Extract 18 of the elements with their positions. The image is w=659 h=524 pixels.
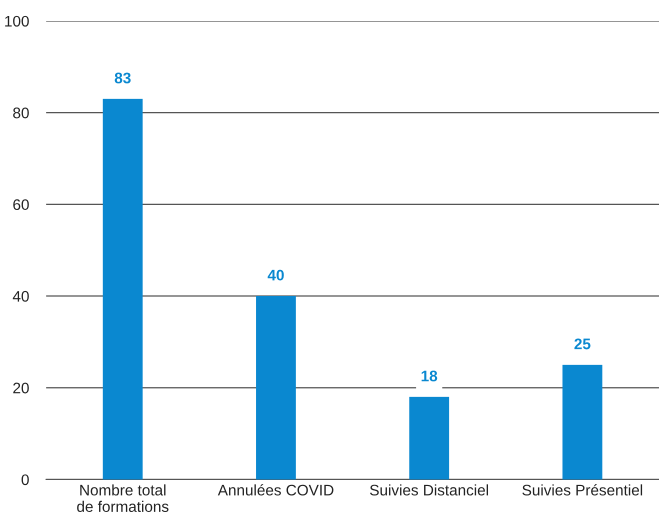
x-tick-label: Suivies Présentiel xyxy=(522,484,642,496)
bar xyxy=(409,396,450,480)
data-label: 40 xyxy=(268,270,284,281)
y-tick-label: 40 xyxy=(12,290,29,302)
y-tick-label: 60 xyxy=(13,199,29,210)
y-tick-label: 20 xyxy=(13,382,29,394)
bar xyxy=(102,98,143,480)
y-tick-label: 100 xyxy=(5,16,29,27)
data-label: 25 xyxy=(574,338,590,350)
x-tick-label: Annulées COVID xyxy=(218,484,334,496)
data-label: 18 xyxy=(422,370,438,382)
x-tick-label: Nombre total de formations xyxy=(77,484,168,512)
bar xyxy=(256,296,296,480)
y-tick-label: 80 xyxy=(13,108,29,118)
y-tick-label: 0 xyxy=(22,474,29,486)
x-tick-label: Suivies Distanciel xyxy=(370,484,488,496)
data-label: 83 xyxy=(114,72,131,84)
bar xyxy=(562,364,602,480)
